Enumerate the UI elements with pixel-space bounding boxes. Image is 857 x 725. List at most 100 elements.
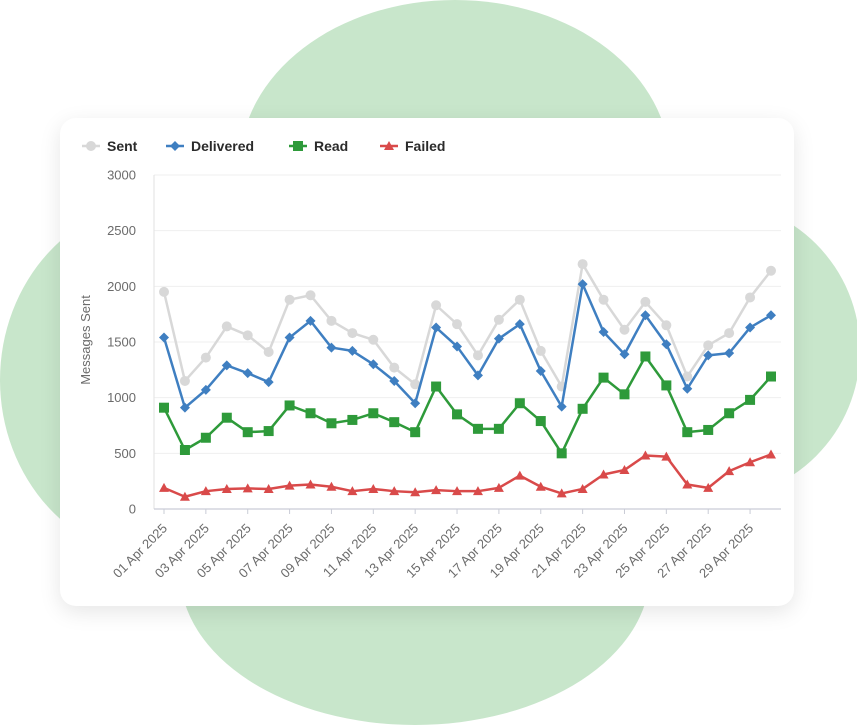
point-delivered-21 xyxy=(577,279,588,290)
point-sent-30 xyxy=(766,265,776,276)
point-failed-20 xyxy=(556,488,567,498)
point-delivered-13 xyxy=(410,398,421,409)
point-delivered-27 xyxy=(703,350,714,361)
point-delivered-9 xyxy=(326,342,337,353)
legend-item-sent: Sent xyxy=(82,138,138,154)
point-failed-29 xyxy=(745,457,756,467)
point-failed-19 xyxy=(535,481,546,491)
point-delivered-18 xyxy=(514,319,525,330)
point-read-13 xyxy=(410,427,421,438)
point-read-21 xyxy=(577,403,588,414)
point-delivered-30 xyxy=(766,310,776,321)
y-tick-label-1000: 1000 xyxy=(107,390,136,405)
legend-marker-read xyxy=(293,141,303,151)
point-delivered-8 xyxy=(305,315,316,326)
point-read-18 xyxy=(514,398,525,409)
point-sent-6 xyxy=(263,347,274,358)
point-read-14 xyxy=(431,381,442,392)
point-sent-14 xyxy=(431,300,442,311)
point-sent-2 xyxy=(179,375,190,386)
point-read-12 xyxy=(389,417,400,428)
point-failed-16 xyxy=(472,486,483,496)
point-sent-7 xyxy=(284,294,295,305)
point-read-16 xyxy=(472,423,483,434)
y-tick-label-2000: 2000 xyxy=(107,279,136,294)
point-failed-30 xyxy=(766,449,776,459)
point-failed-6 xyxy=(263,483,274,493)
point-delivered-11 xyxy=(368,359,379,370)
point-failed-1 xyxy=(159,482,169,492)
point-sent-13 xyxy=(410,379,421,390)
point-sent-3 xyxy=(200,352,211,363)
point-failed-24 xyxy=(640,450,651,460)
point-read-30 xyxy=(766,371,776,382)
point-read-26 xyxy=(682,427,693,438)
point-delivered-28 xyxy=(724,348,735,359)
series-line-failed xyxy=(163,453,772,499)
point-sent-1 xyxy=(159,286,169,297)
point-failed-4 xyxy=(221,483,232,493)
point-failed-27 xyxy=(703,482,714,492)
legend-label-failed: Failed xyxy=(405,138,445,154)
point-read-22 xyxy=(598,372,609,383)
point-delivered-1 xyxy=(159,332,169,343)
y-tick-label-0: 0 xyxy=(129,502,136,517)
point-read-10 xyxy=(347,414,358,425)
point-sent-15 xyxy=(452,319,463,330)
point-sent-27 xyxy=(703,340,714,351)
point-read-23 xyxy=(619,389,630,400)
y-tick-label-2500: 2500 xyxy=(107,223,136,238)
line-chart: Sent Delivered Read Failed 0 500 1000 1500 2000… xyxy=(78,138,781,581)
point-delivered-15 xyxy=(452,341,463,352)
point-sent-21 xyxy=(577,259,588,270)
point-failed-17 xyxy=(493,482,504,492)
point-delivered-19 xyxy=(535,365,546,376)
point-sent-10 xyxy=(347,328,358,339)
point-sent-5 xyxy=(242,330,253,341)
point-read-1 xyxy=(159,402,169,413)
point-sent-23 xyxy=(619,324,630,335)
point-delivered-26 xyxy=(682,383,693,394)
point-read-20 xyxy=(556,448,567,459)
legend-label-sent: Sent xyxy=(107,138,138,154)
point-read-29 xyxy=(745,394,756,405)
point-read-19 xyxy=(535,416,546,427)
point-sent-29 xyxy=(745,292,756,303)
chart-card: Sent Delivered Read Failed 0 500 1000 1500 2000… xyxy=(60,118,794,606)
point-failed-28 xyxy=(724,466,735,476)
series-read xyxy=(159,351,776,459)
point-failed-2 xyxy=(179,491,190,501)
point-failed-13 xyxy=(410,487,421,497)
legend-label-read: Read xyxy=(314,138,348,154)
point-sent-11 xyxy=(368,334,379,345)
y-tick-label-3000: 3000 xyxy=(107,168,136,183)
legend-marker-failed xyxy=(384,141,394,150)
point-delivered-12 xyxy=(389,375,400,386)
point-read-27 xyxy=(703,424,714,435)
point-delivered-5 xyxy=(242,368,253,379)
point-failed-21 xyxy=(577,483,588,493)
point-sent-26 xyxy=(682,371,693,382)
y-axis-title: Messages Sent xyxy=(78,295,93,385)
point-read-8 xyxy=(305,408,316,419)
point-delivered-24 xyxy=(640,310,651,321)
point-failed-15 xyxy=(452,486,463,496)
point-failed-22 xyxy=(598,469,609,479)
chart-plot-area xyxy=(159,259,776,501)
point-failed-8 xyxy=(305,479,316,489)
point-delivered-16 xyxy=(472,370,483,381)
point-delivered-6 xyxy=(263,377,274,388)
point-delivered-10 xyxy=(347,345,358,356)
point-sent-12 xyxy=(389,362,400,373)
series-failed xyxy=(159,449,776,501)
point-sent-8 xyxy=(305,290,316,301)
point-read-9 xyxy=(326,418,337,429)
point-sent-22 xyxy=(598,294,609,305)
point-sent-16 xyxy=(472,350,483,361)
series-sent xyxy=(159,259,776,392)
legend-item-failed: Failed xyxy=(380,138,445,154)
point-sent-17 xyxy=(493,314,504,325)
point-delivered-17 xyxy=(493,333,504,344)
point-delivered-29 xyxy=(745,322,756,333)
legend-marker-sent xyxy=(86,141,96,151)
